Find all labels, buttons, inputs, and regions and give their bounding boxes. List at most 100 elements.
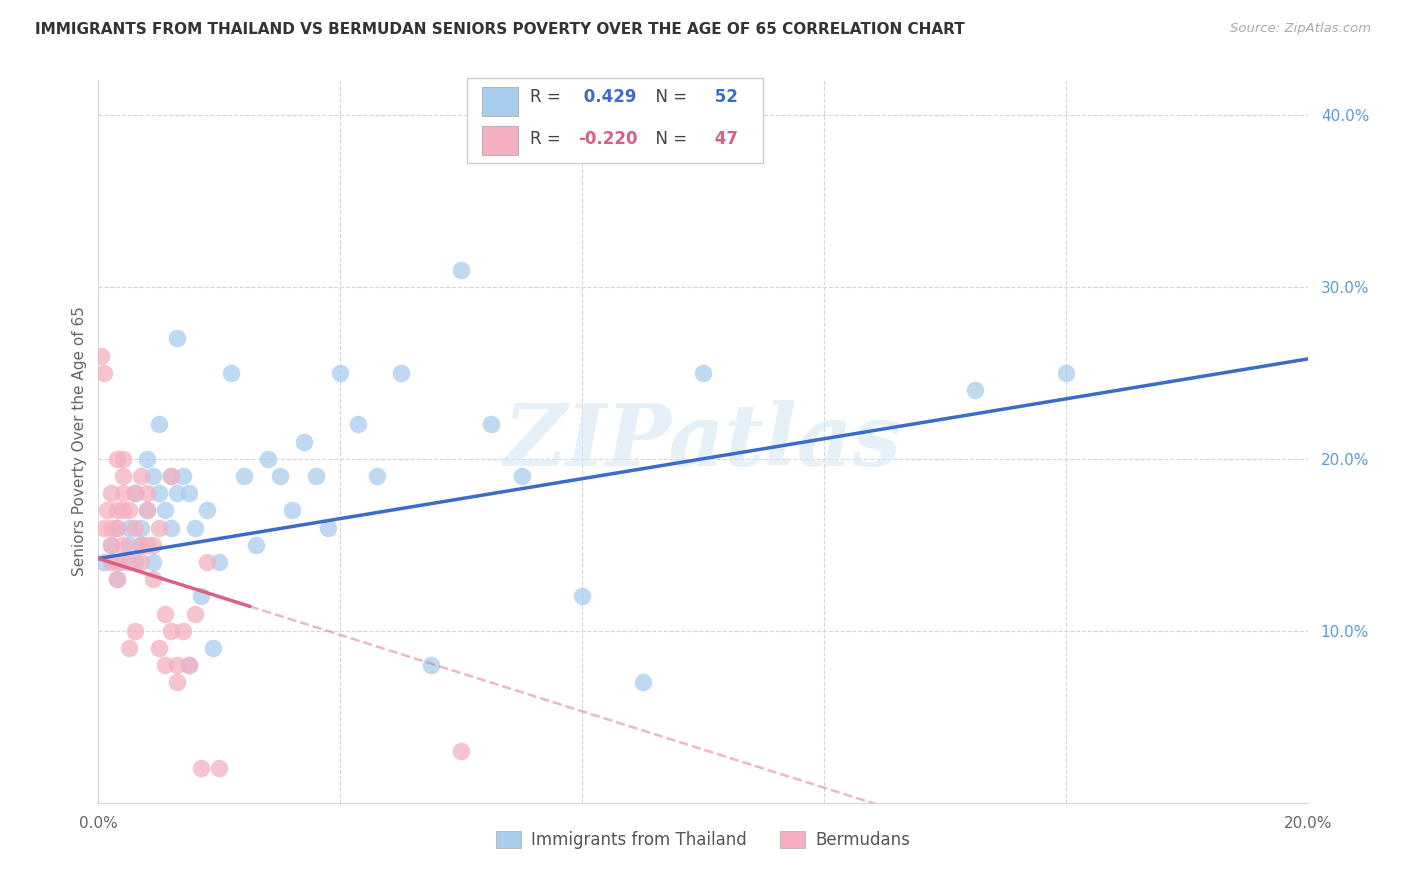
Point — [571, 590, 593, 604]
Point — [160, 520, 183, 534]
Point — [195, 503, 218, 517]
Text: R =: R = — [530, 88, 561, 106]
Point — [190, 590, 212, 604]
Point — [179, 486, 201, 500]
Point — [124, 486, 146, 500]
Point — [129, 469, 152, 483]
Point — [111, 555, 134, 569]
Text: N =: N = — [645, 88, 688, 106]
Point — [232, 469, 254, 483]
Point — [118, 640, 141, 655]
Point — [148, 486, 170, 500]
Point — [105, 520, 128, 534]
Point — [420, 658, 443, 673]
Point — [179, 658, 201, 673]
Point — [160, 469, 183, 483]
Point — [118, 555, 141, 569]
Text: N =: N = — [645, 130, 688, 148]
Text: 52: 52 — [709, 88, 738, 106]
Point — [90, 349, 112, 363]
Point — [142, 572, 165, 586]
Point — [166, 331, 188, 345]
Point — [105, 520, 128, 534]
Point — [316, 520, 339, 534]
Point — [256, 451, 278, 466]
Point — [692, 366, 714, 380]
Point — [148, 640, 170, 655]
Point — [195, 555, 218, 569]
Point — [510, 469, 533, 483]
Point — [208, 761, 231, 775]
Point — [105, 451, 128, 466]
Point — [93, 366, 115, 380]
Point — [166, 486, 188, 500]
Point — [631, 675, 654, 690]
Point — [347, 417, 370, 432]
Legend: Immigrants from Thailand, Bermudans: Immigrants from Thailand, Bermudans — [489, 824, 917, 856]
Point — [292, 434, 315, 449]
Point — [184, 520, 207, 534]
Point — [153, 503, 176, 517]
Point — [135, 503, 157, 517]
Point — [208, 555, 231, 569]
Point — [142, 538, 165, 552]
Point — [111, 538, 134, 552]
Point — [124, 624, 146, 638]
Point — [118, 503, 141, 517]
Text: Source: ZipAtlas.com: Source: ZipAtlas.com — [1230, 22, 1371, 36]
Bar — [482, 87, 517, 116]
Text: 47: 47 — [709, 130, 738, 148]
Point — [135, 538, 157, 552]
Point — [93, 555, 115, 569]
Point — [389, 366, 412, 380]
Point — [481, 417, 503, 432]
Point — [153, 658, 176, 673]
FancyBboxPatch shape — [467, 78, 763, 163]
Point — [153, 607, 176, 621]
Point — [100, 555, 122, 569]
Point — [329, 366, 352, 380]
Point — [129, 538, 152, 552]
Point — [105, 503, 128, 517]
Point — [135, 503, 157, 517]
Text: ZIPatlas: ZIPatlas — [503, 400, 903, 483]
Point — [96, 503, 118, 517]
Y-axis label: Seniors Poverty Over the Age of 65: Seniors Poverty Over the Age of 65 — [72, 307, 87, 576]
Point — [166, 658, 188, 673]
Point — [148, 417, 170, 432]
Point — [172, 469, 194, 483]
Point — [124, 520, 146, 534]
Point — [450, 744, 472, 758]
Text: IMMIGRANTS FROM THAILAND VS BERMUDAN SENIORS POVERTY OVER THE AGE OF 65 CORRELAT: IMMIGRANTS FROM THAILAND VS BERMUDAN SEN… — [35, 22, 965, 37]
Point — [100, 538, 122, 552]
Point — [221, 366, 243, 380]
Point — [160, 624, 183, 638]
Point — [124, 486, 146, 500]
Point — [269, 469, 291, 483]
Point — [965, 383, 987, 397]
Point — [111, 503, 134, 517]
Point — [118, 520, 141, 534]
Point — [142, 555, 165, 569]
Text: -0.220: -0.220 — [578, 130, 638, 148]
Point — [245, 538, 267, 552]
Point — [105, 572, 128, 586]
Point — [450, 262, 472, 277]
Bar — [482, 126, 517, 155]
Point — [105, 572, 128, 586]
Point — [129, 555, 152, 569]
Point — [366, 469, 388, 483]
Point — [129, 520, 152, 534]
Text: 0.429: 0.429 — [578, 88, 637, 106]
Point — [166, 675, 188, 690]
Point — [100, 520, 122, 534]
Point — [148, 520, 170, 534]
Point — [100, 486, 122, 500]
Point — [111, 469, 134, 483]
Point — [111, 486, 134, 500]
Point — [202, 640, 225, 655]
Point — [190, 761, 212, 775]
Point — [305, 469, 328, 483]
Point — [179, 658, 201, 673]
Point — [184, 607, 207, 621]
